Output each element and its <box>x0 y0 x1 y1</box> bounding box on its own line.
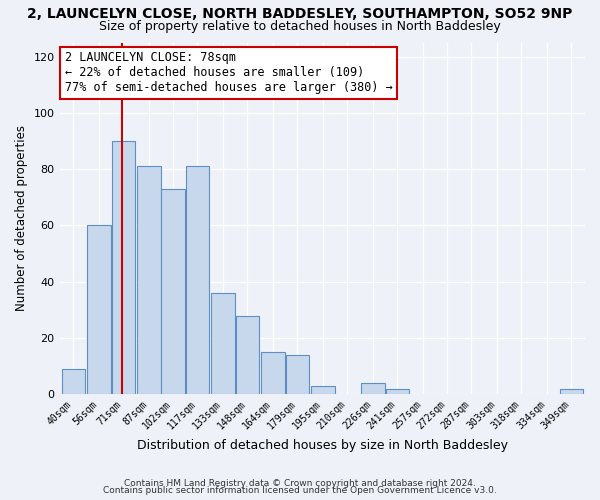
Bar <box>286 355 309 395</box>
Bar <box>161 189 185 394</box>
Bar <box>236 316 259 394</box>
X-axis label: Distribution of detached houses by size in North Baddesley: Distribution of detached houses by size … <box>137 440 508 452</box>
Text: Contains HM Land Registry data © Crown copyright and database right 2024.: Contains HM Land Registry data © Crown c… <box>124 478 476 488</box>
Text: Size of property relative to detached houses in North Baddesley: Size of property relative to detached ho… <box>99 20 501 33</box>
Y-axis label: Number of detached properties: Number of detached properties <box>15 126 28 312</box>
Bar <box>262 352 285 395</box>
Bar <box>386 388 409 394</box>
Bar <box>311 386 335 394</box>
Bar <box>361 383 385 394</box>
Text: 2, LAUNCELYN CLOSE, NORTH BADDESLEY, SOUTHAMPTON, SO52 9NP: 2, LAUNCELYN CLOSE, NORTH BADDESLEY, SOU… <box>28 8 572 22</box>
Bar <box>137 166 161 394</box>
Bar <box>560 388 583 394</box>
Text: 2 LAUNCELYN CLOSE: 78sqm
← 22% of detached houses are smaller (109)
77% of semi-: 2 LAUNCELYN CLOSE: 78sqm ← 22% of detach… <box>65 52 392 94</box>
Text: Contains public sector information licensed under the Open Government Licence v3: Contains public sector information licen… <box>103 486 497 495</box>
Bar <box>88 226 111 394</box>
Bar <box>211 293 235 394</box>
Bar <box>185 166 209 394</box>
Bar <box>62 369 85 394</box>
Bar <box>112 141 135 395</box>
